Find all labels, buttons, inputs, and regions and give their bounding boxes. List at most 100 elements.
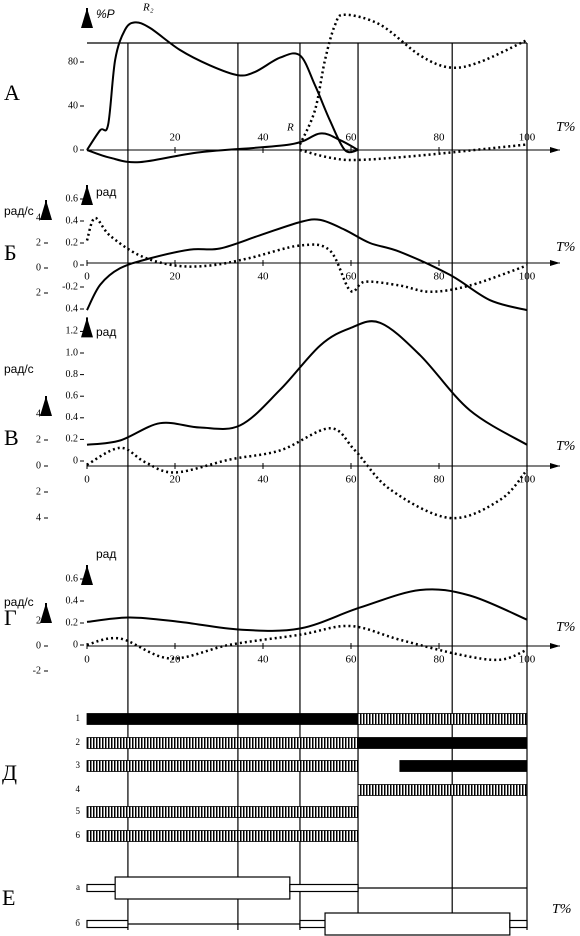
y2-tick-label: 0: [36, 262, 41, 273]
activity-bar: [86, 737, 359, 749]
annotation: R₂: [142, 2, 154, 14]
y-tick-label: 0: [73, 455, 78, 466]
x-tick-label: 0: [84, 474, 90, 486]
x-tick-label: 20: [170, 271, 182, 283]
support-bar: [509, 919, 528, 929]
y-axis-label: %P: [96, 7, 115, 21]
x-tick-label: 100: [519, 474, 536, 486]
y-axis-label: рад: [96, 325, 116, 339]
row-label: а: [76, 882, 80, 892]
x-tick-label: 0: [84, 654, 90, 666]
y-tick-label: 0.4: [66, 412, 79, 423]
support-bar: [86, 883, 116, 893]
panel-letter: Б: [4, 240, 17, 265]
y-tick-label: 40: [68, 100, 78, 111]
y2-tick-label: 2: [36, 434, 41, 445]
x-tick-label: 60: [346, 271, 358, 283]
curve: [86, 588, 528, 632]
support-bar: [299, 919, 326, 929]
y-tick-label: 0.4: [66, 595, 79, 606]
support-bar: [114, 876, 291, 900]
y2-tick-label: -2: [33, 665, 41, 676]
support-bar: [324, 912, 511, 936]
curve: [86, 624, 528, 662]
y-tick-label: 0.6: [66, 193, 79, 204]
activity-bar: [399, 760, 528, 772]
y-axis-label: рад: [96, 547, 116, 561]
row-label: 2: [76, 737, 81, 747]
activity-bar: [357, 737, 528, 749]
y2-tick-label: 2: [36, 287, 41, 298]
y2-tick-label: 4: [36, 512, 41, 523]
y2-tick-label: 0: [36, 640, 41, 651]
y2-axis-label: рад/с: [4, 204, 34, 218]
x-tick-label: 100: [519, 654, 536, 666]
x-axis-label: T%: [556, 120, 575, 135]
y2-axis-label: рад/с: [4, 595, 34, 609]
y-tick-label: 0: [73, 144, 78, 155]
y-tick-label: 0.8: [66, 369, 79, 380]
x-tick-label: 60: [346, 474, 358, 486]
y-tick-label: 0.6: [66, 573, 79, 584]
activity-bar: [86, 830, 359, 842]
x-tick-label: 100: [519, 132, 536, 144]
x-tick-label: 20: [170, 474, 182, 486]
x-tick-label: 60: [346, 132, 358, 144]
x-axis-label: T%: [556, 240, 575, 255]
y-tick-label: 0: [73, 639, 78, 650]
row-label: 3: [76, 760, 81, 770]
y-tick-label: 0.6: [66, 390, 79, 401]
y-tick-label: 0.4: [66, 303, 79, 314]
row-label: 1: [76, 713, 81, 723]
support-bar: [86, 919, 129, 929]
row-label: 5: [76, 806, 81, 816]
x-tick-label: 80: [434, 474, 446, 486]
curve: [86, 21, 359, 154]
panel-letter: Е: [2, 885, 15, 910]
y2-tick-label: 0: [36, 460, 41, 471]
y-tick-label: 0.2: [66, 434, 79, 445]
support-bar: [289, 883, 359, 893]
x-tick-label: 80: [434, 271, 446, 283]
x-tick-label: 100: [519, 271, 536, 283]
x-tick-label: 40: [258, 474, 270, 486]
x-tick-label: 0: [84, 271, 90, 283]
y-tick-label: 0.2: [66, 237, 79, 248]
activity-bar: [86, 713, 359, 725]
row-label: б: [75, 918, 80, 928]
row-label: 4: [76, 784, 81, 794]
y-tick-label: 0: [73, 259, 78, 270]
x-tick-label: 40: [258, 654, 270, 666]
panel-letter: Г: [4, 605, 17, 630]
annotation: R: [286, 122, 294, 134]
curve: [299, 143, 528, 162]
activity-bar: [357, 713, 528, 725]
y-tick-label: 0.4: [66, 215, 79, 226]
y2-tick-label: 2: [36, 237, 41, 248]
x-axis-label: T%: [556, 439, 575, 454]
x-axis-label: T%: [556, 620, 575, 635]
y2-tick-label: 2: [36, 615, 41, 626]
panel-letter: Д: [2, 760, 17, 785]
panel-letter: В: [4, 425, 19, 450]
x-tick-label: 20: [170, 132, 182, 144]
x-tick-label: 80: [434, 132, 446, 144]
activity-bar: [86, 760, 359, 772]
y-tick-label: 1.2: [66, 326, 79, 337]
x-axis-label: T%: [552, 902, 571, 917]
curve: [298, 13, 528, 146]
activity-bar: [357, 784, 528, 796]
row-label: 6: [76, 830, 81, 840]
curve: [86, 427, 528, 520]
curve: [85, 216, 528, 294]
panel-letter: А: [4, 80, 20, 105]
x-tick-label: 40: [258, 271, 270, 283]
x-tick-label: 40: [258, 132, 270, 144]
activity-bar: [86, 806, 359, 818]
curve: [86, 320, 528, 446]
y2-tick-label: 4: [36, 212, 41, 223]
x-tick-label: 60: [346, 654, 358, 666]
y2-axis-label: рад/с: [4, 362, 34, 376]
